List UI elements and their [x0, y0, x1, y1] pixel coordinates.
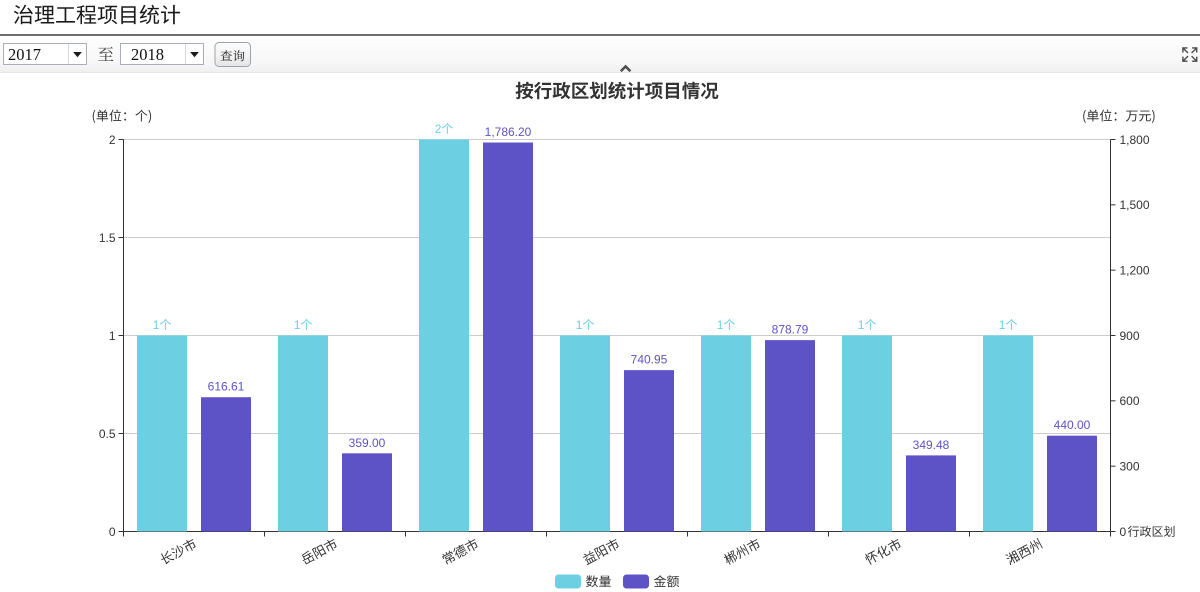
svg-text:2018: 2018 [131, 45, 164, 64]
svg-text:1: 1 [999, 318, 1006, 332]
svg-text:2: 2 [435, 122, 442, 136]
svg-text:1.5: 1.5 [99, 231, 116, 245]
svg-text:1: 1 [109, 329, 116, 343]
svg-text:349.48: 349.48 [913, 438, 950, 452]
svg-text:2017: 2017 [8, 45, 41, 64]
svg-text:359.00: 359.00 [349, 436, 386, 450]
svg-text:1: 1 [153, 318, 160, 332]
svg-text:0: 0 [1120, 525, 1127, 539]
svg-text:300: 300 [1120, 460, 1140, 474]
svg-text:440.00: 440.00 [1054, 418, 1091, 432]
svg-text:1,800: 1,800 [1120, 133, 1150, 147]
svg-text:1: 1 [576, 318, 583, 332]
svg-text:900: 900 [1120, 329, 1140, 343]
svg-text:1,200: 1,200 [1120, 264, 1150, 278]
svg-text:1,500: 1,500 [1120, 198, 1150, 212]
svg-text:0.5: 0.5 [99, 427, 116, 441]
svg-text:1: 1 [858, 318, 865, 332]
svg-text:0: 0 [109, 525, 116, 539]
svg-text:2: 2 [109, 133, 116, 147]
svg-text:616.61: 616.61 [208, 380, 245, 394]
svg-text:1: 1 [294, 318, 301, 332]
svg-text:740.95: 740.95 [631, 353, 668, 367]
svg-text:878.79: 878.79 [772, 323, 809, 337]
svg-text:1: 1 [717, 318, 724, 332]
svg-text:1,786.20: 1,786.20 [485, 125, 532, 139]
svg-text:600: 600 [1120, 394, 1140, 408]
